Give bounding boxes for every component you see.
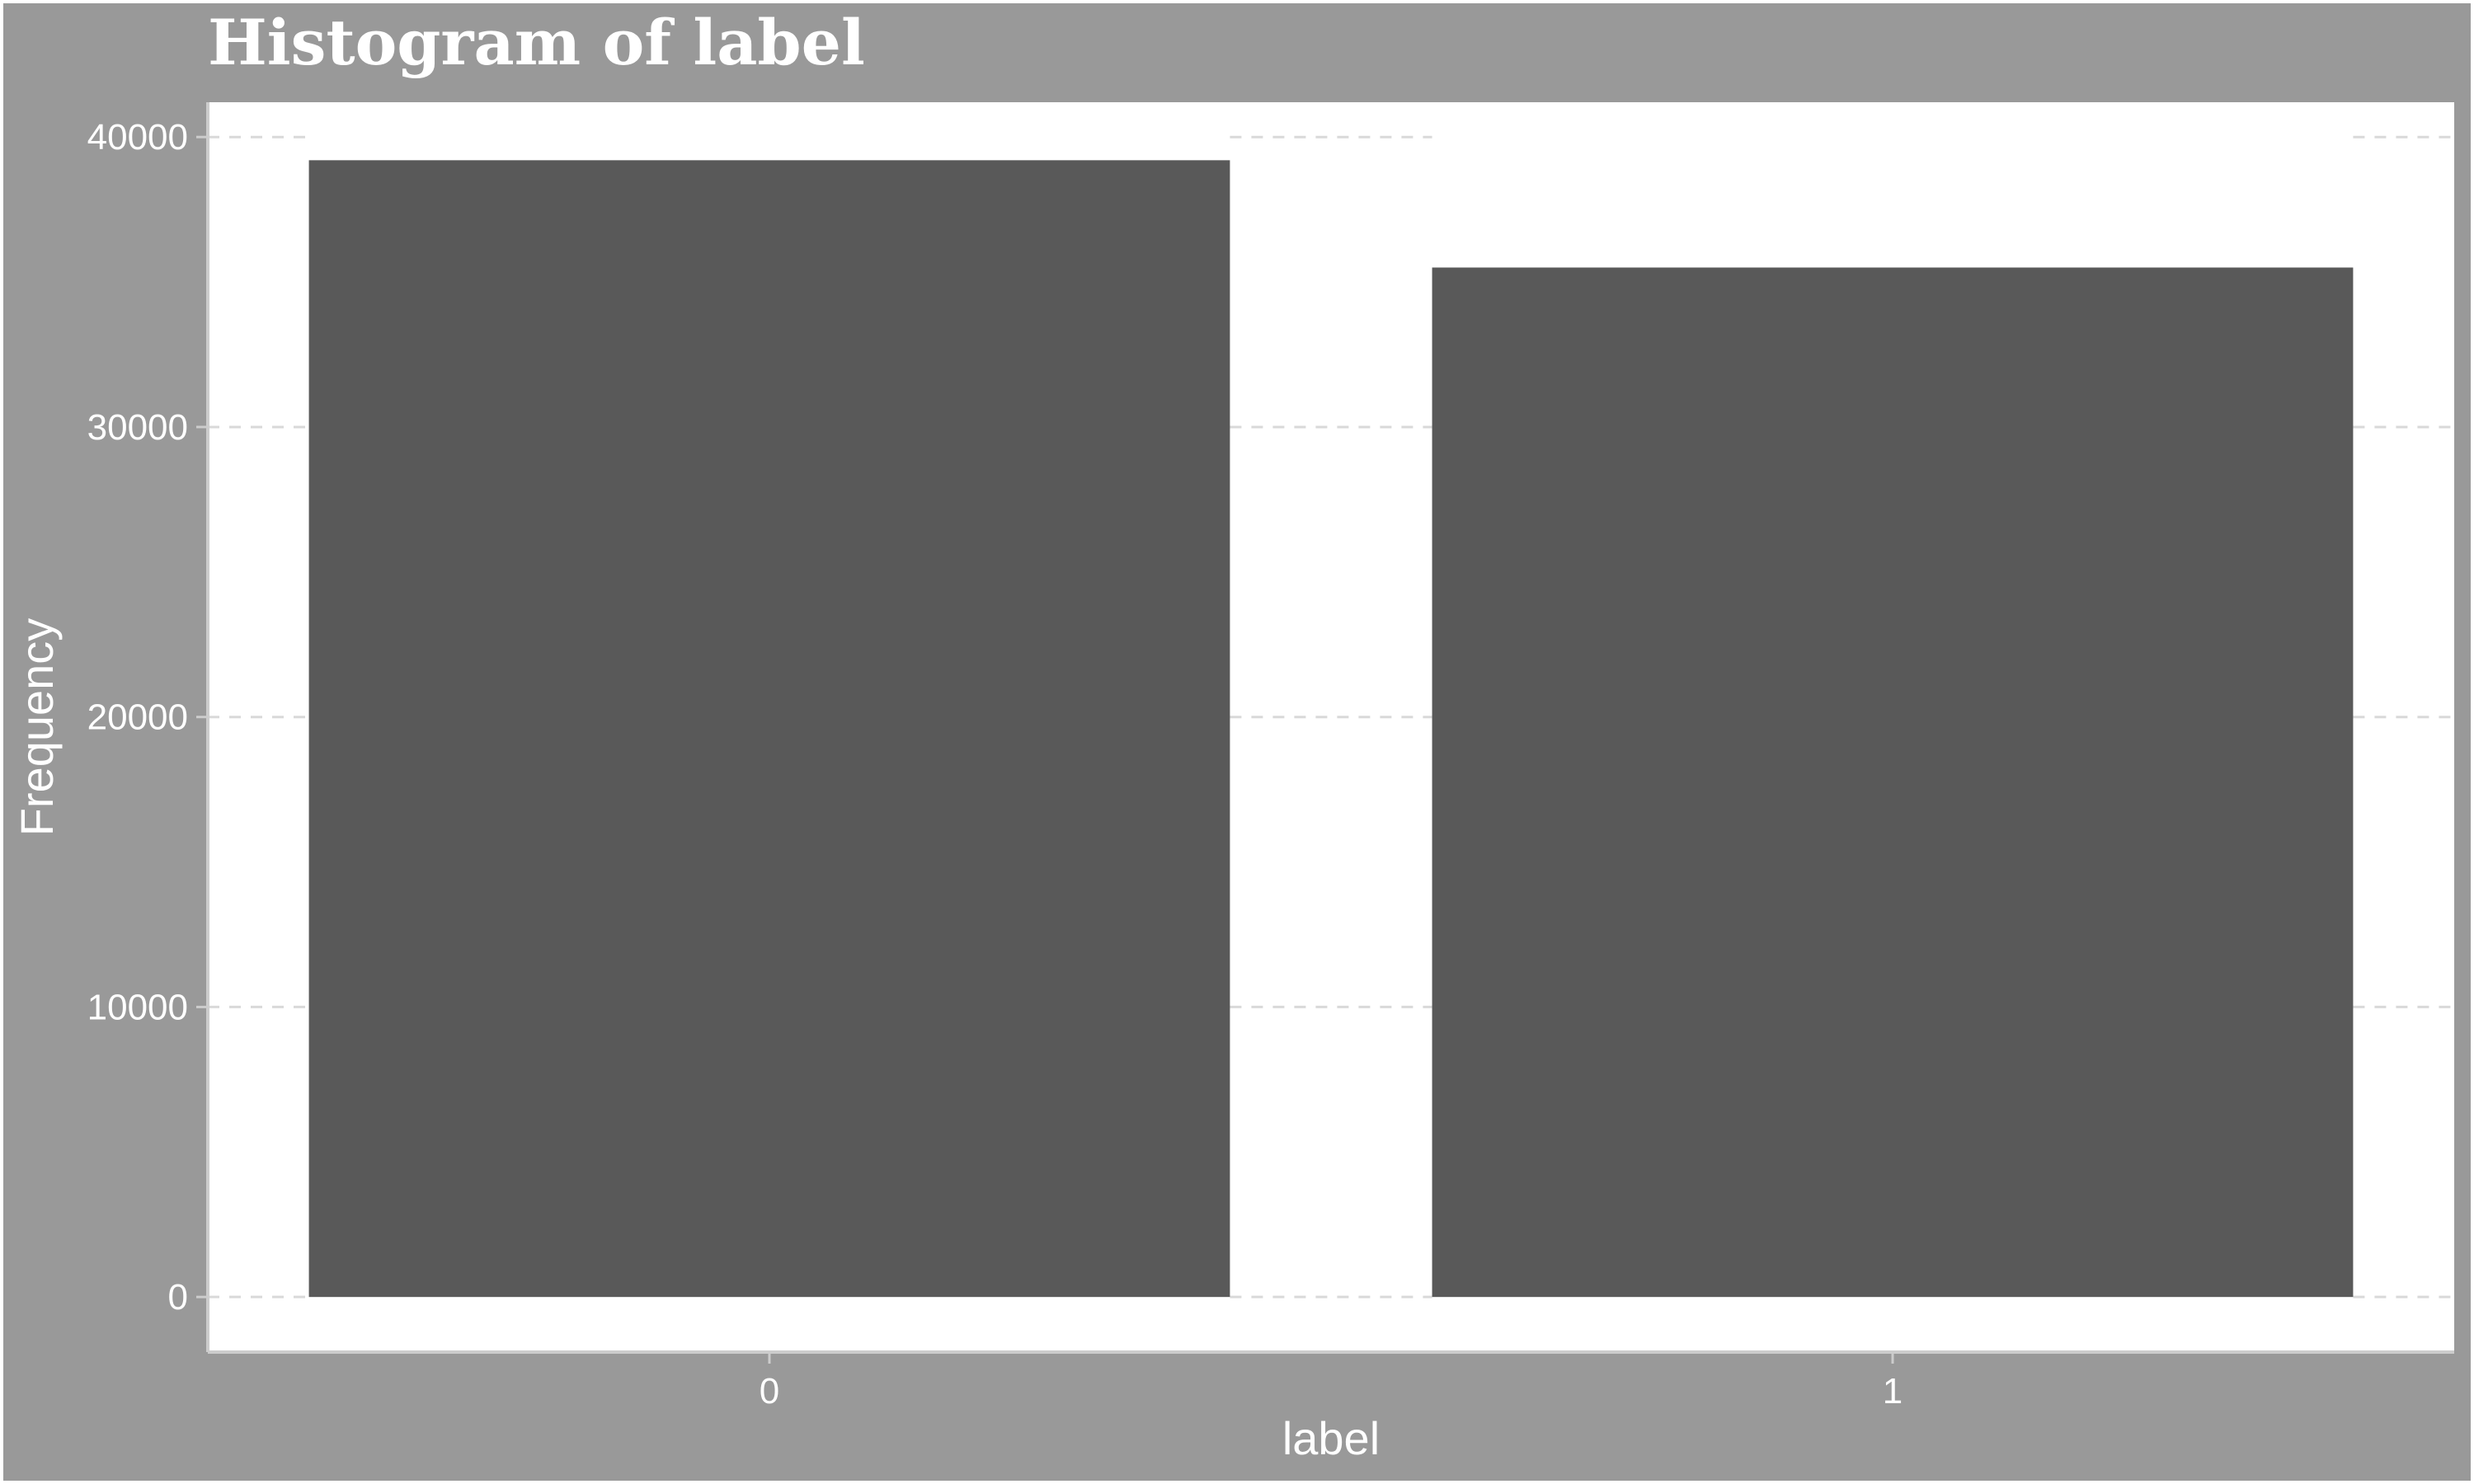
y-tick-label: 0 [168,1277,188,1317]
y-axis: 0 10000 20000 30000 40000 [87,117,208,1317]
x-tick-label: 0 [760,1371,779,1411]
y-axis-title: Frequency [11,618,63,837]
bar-0 [308,160,1230,1298]
bars [308,160,2354,1298]
chart-title: Histogram of label [208,6,865,79]
x-tick-label: 1 [1883,1371,1903,1411]
bar-1 [1432,267,2354,1298]
gridlines [208,135,2454,1298]
x-axis-title: label [1282,1412,1380,1464]
y-tick-label: 40000 [87,117,188,157]
y-tick-label: 20000 [87,697,188,738]
y-tick-label: 10000 [87,987,188,1027]
y-tick-label: 30000 [87,407,188,448]
